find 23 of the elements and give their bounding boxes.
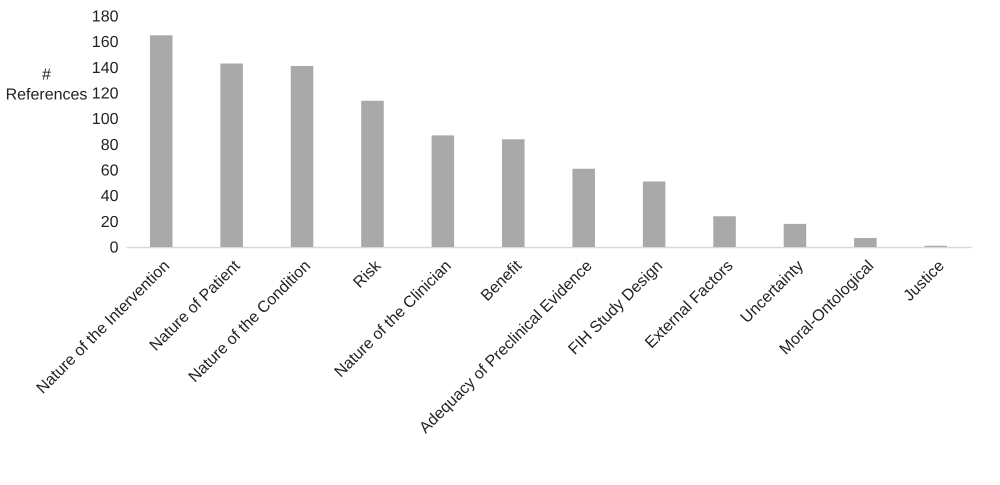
y-tick-label: 20 xyxy=(100,214,119,231)
y-tick-label: 160 xyxy=(92,34,119,52)
y-axis-title: # References xyxy=(6,66,88,104)
bar xyxy=(713,216,736,247)
bar xyxy=(361,100,384,247)
bar xyxy=(502,139,525,247)
bar xyxy=(220,63,243,247)
bar xyxy=(854,238,877,247)
y-tick-label: 80 xyxy=(100,136,119,154)
bar xyxy=(784,224,806,247)
y-tick-label: 140 xyxy=(92,60,119,77)
bar xyxy=(150,35,172,247)
y-tick-label: 0 xyxy=(110,240,119,256)
bar xyxy=(432,135,454,247)
y-tick-label: 100 xyxy=(92,111,119,128)
y-tick-label: 120 xyxy=(92,86,119,102)
bar xyxy=(572,168,595,247)
bar xyxy=(290,66,314,247)
y-tick-label: 180 xyxy=(92,8,119,26)
bar xyxy=(642,182,666,247)
x-tick-label: Risk xyxy=(350,256,386,292)
y-tick-label: 60 xyxy=(100,162,119,180)
y-tick-label: 40 xyxy=(100,188,119,206)
